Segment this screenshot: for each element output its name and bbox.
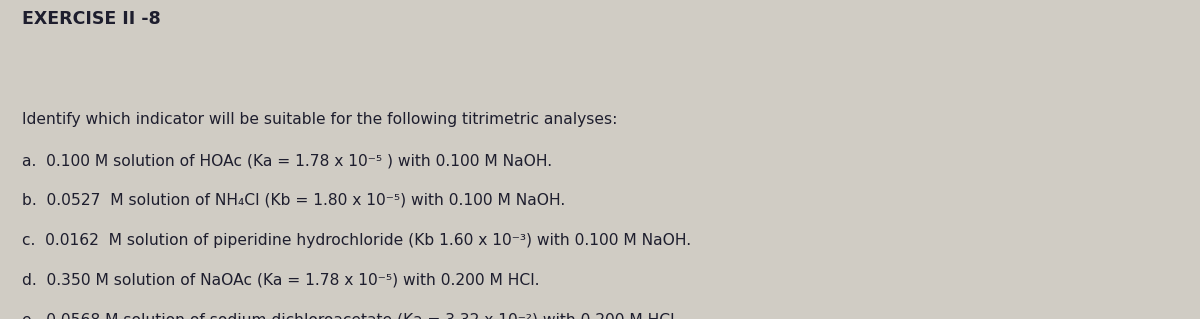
Text: c.  0.0162  M solution of piperidine hydrochloride (Kb 1.60 x 10⁻³) with 0.100 M: c. 0.0162 M solution of piperidine hydro… bbox=[22, 233, 691, 248]
Text: e.  0.0568 M solution of sodium dichloroacetate (Ka = 3.32 x 10⁻²) with 0.200 M : e. 0.0568 M solution of sodium dichloroa… bbox=[22, 313, 679, 319]
Text: d.  0.350 M solution of NaOAc (Ka = 1.78 x 10⁻⁵) with 0.200 M HCl.: d. 0.350 M solution of NaOAc (Ka = 1.78 … bbox=[22, 273, 539, 288]
Text: Identify which indicator will be suitable for the following titrimetric analyses: Identify which indicator will be suitabl… bbox=[22, 112, 617, 127]
Text: a.  0.100 M solution of HOAc (Ka = 1.78 x 10⁻⁵ ) with 0.100 M NaOH.: a. 0.100 M solution of HOAc (Ka = 1.78 x… bbox=[22, 153, 552, 168]
Text: EXERCISE II -8: EXERCISE II -8 bbox=[22, 10, 161, 27]
Text: b.  0.0527  M solution of NH₄Cl (Kb = 1.80 x 10⁻⁵) with 0.100 M NaOH.: b. 0.0527 M solution of NH₄Cl (Kb = 1.80… bbox=[22, 193, 565, 208]
